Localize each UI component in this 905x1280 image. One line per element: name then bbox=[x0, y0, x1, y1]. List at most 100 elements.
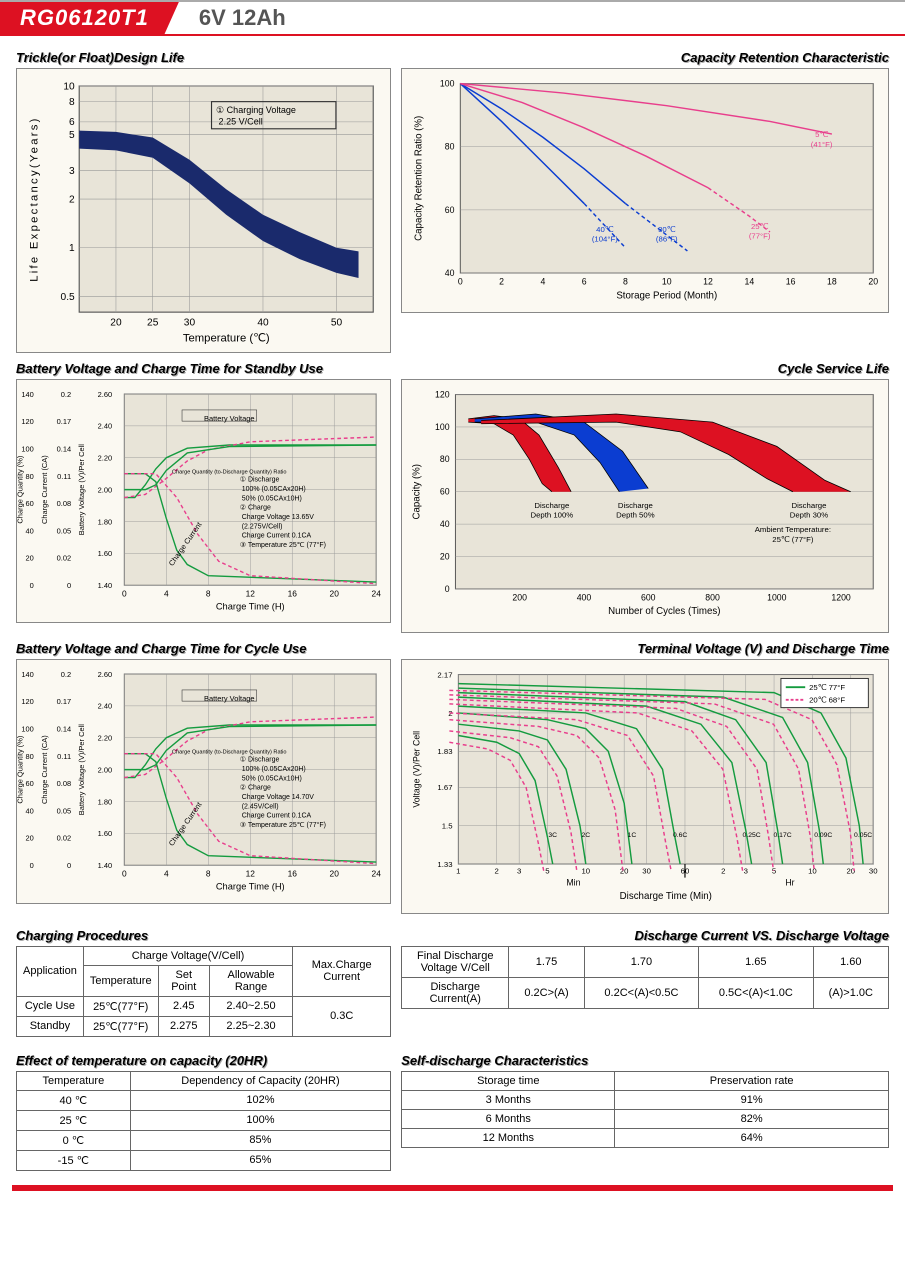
svg-text:40: 40 bbox=[440, 519, 450, 529]
svg-text:Charge Time (H): Charge Time (H) bbox=[216, 882, 285, 892]
svg-text:0.2: 0.2 bbox=[61, 390, 71, 399]
svg-text:2.40: 2.40 bbox=[98, 421, 113, 430]
svg-text:40: 40 bbox=[26, 807, 34, 816]
svg-text:0: 0 bbox=[122, 869, 127, 879]
svg-text:Life Expectancy(Years): Life Expectancy(Years) bbox=[28, 116, 40, 282]
svg-text:2.20: 2.20 bbox=[98, 734, 113, 743]
svg-text:8: 8 bbox=[206, 588, 211, 598]
svg-text:0: 0 bbox=[30, 581, 34, 590]
svg-text:16: 16 bbox=[786, 277, 796, 287]
svg-text:2C: 2C bbox=[582, 832, 591, 839]
svg-text:2.00: 2.00 bbox=[98, 766, 113, 775]
discharge-time-chart: 1.331.51.671.8322.1712351020306023510203… bbox=[402, 660, 888, 913]
chart2-title: Capacity Retention Characteristic bbox=[401, 50, 889, 65]
svg-text:Number of Cycles (Times): Number of Cycles (Times) bbox=[608, 606, 720, 617]
spec: 6V 12Ah bbox=[179, 2, 306, 34]
svg-text:80: 80 bbox=[440, 454, 450, 464]
chart4-title: Cycle Service Life bbox=[401, 361, 889, 376]
svg-text:20: 20 bbox=[110, 318, 122, 329]
svg-text:10: 10 bbox=[582, 867, 591, 876]
svg-text:2: 2 bbox=[495, 867, 499, 876]
svg-text:4: 4 bbox=[164, 588, 169, 598]
svg-text:0.11: 0.11 bbox=[57, 471, 71, 480]
svg-text:400: 400 bbox=[577, 592, 592, 602]
svg-text:2.17: 2.17 bbox=[438, 671, 453, 680]
svg-text:10: 10 bbox=[662, 277, 672, 287]
svg-text:20: 20 bbox=[26, 553, 34, 562]
svg-text:30: 30 bbox=[642, 867, 651, 876]
svg-text:Discharge Time (Min): Discharge Time (Min) bbox=[620, 891, 712, 902]
svg-text:0.05C: 0.05C bbox=[854, 832, 872, 839]
svg-text:18: 18 bbox=[827, 277, 837, 287]
svg-text:60: 60 bbox=[26, 779, 34, 788]
svg-text:100: 100 bbox=[440, 78, 455, 88]
svg-text:0.17: 0.17 bbox=[57, 417, 72, 426]
svg-text:1.40: 1.40 bbox=[98, 581, 113, 590]
svg-text:12: 12 bbox=[703, 277, 713, 287]
svg-text:2: 2 bbox=[721, 867, 725, 876]
svg-text:5: 5 bbox=[69, 130, 75, 141]
svg-text:20℃ 68°F: 20℃ 68°F bbox=[809, 696, 845, 705]
svg-text:0: 0 bbox=[445, 584, 450, 594]
model-badge: RG06120T1 bbox=[0, 2, 179, 34]
svg-text:0.08: 0.08 bbox=[57, 779, 72, 788]
chart3-title: Battery Voltage and Charge Time for Stan… bbox=[16, 361, 391, 376]
svg-text:Charge Current (CA): Charge Current (CA) bbox=[40, 735, 49, 804]
svg-text:80: 80 bbox=[445, 142, 455, 152]
svg-text:16: 16 bbox=[288, 869, 298, 879]
svg-text:40: 40 bbox=[257, 318, 269, 329]
self-discharge-table: Storage timePreservation rate3 Months91%… bbox=[401, 1071, 889, 1148]
svg-text:20: 20 bbox=[26, 834, 34, 843]
svg-text:2.20: 2.20 bbox=[98, 453, 113, 462]
svg-text:Min: Min bbox=[567, 878, 581, 888]
svg-text:2.60: 2.60 bbox=[98, 670, 113, 679]
svg-text:Charge Quantity (%): Charge Quantity (%) bbox=[17, 735, 25, 803]
svg-text:12: 12 bbox=[246, 869, 256, 879]
svg-text:120: 120 bbox=[435, 389, 450, 399]
svg-text:14: 14 bbox=[745, 277, 755, 287]
svg-text:Charge Quantity (to-Discharge: Charge Quantity (to-Discharge Quantity) … bbox=[172, 469, 286, 475]
svg-text:20: 20 bbox=[869, 277, 879, 287]
svg-text:25: 25 bbox=[147, 318, 159, 329]
svg-text:DischargeDepth 30%: DischargeDepth 30% bbox=[790, 501, 829, 520]
svg-text:Voltage (V)/Per Cell: Voltage (V)/Per Cell bbox=[412, 731, 422, 808]
svg-text:50: 50 bbox=[331, 318, 343, 329]
header: RG06120T1 6V 12Ah bbox=[0, 0, 905, 36]
svg-text:20: 20 bbox=[847, 867, 856, 876]
svg-text:1.60: 1.60 bbox=[98, 830, 113, 839]
standby-charge-chart: 0481216202402040608010012014000.020.050.… bbox=[17, 380, 390, 623]
svg-text:0: 0 bbox=[122, 588, 127, 598]
svg-text:1: 1 bbox=[456, 867, 460, 876]
svg-text:0.05: 0.05 bbox=[57, 807, 72, 816]
svg-text:8: 8 bbox=[206, 869, 211, 879]
discharge-voltage-table: Final Discharge Voltage V/Cell1.751.701.… bbox=[401, 946, 889, 1009]
svg-text:100: 100 bbox=[21, 725, 33, 734]
svg-text:0.02: 0.02 bbox=[57, 834, 72, 843]
svg-text:1.5: 1.5 bbox=[442, 822, 453, 831]
svg-text:Battery Voltage: Battery Voltage bbox=[204, 694, 255, 703]
svg-text:30: 30 bbox=[184, 318, 196, 329]
svg-text:60: 60 bbox=[26, 499, 34, 508]
chart1-title: Trickle(or Float)Design Life bbox=[16, 50, 391, 65]
svg-text:4: 4 bbox=[164, 869, 169, 879]
svg-text:1.83: 1.83 bbox=[438, 748, 453, 757]
svg-text:1.40: 1.40 bbox=[98, 861, 113, 870]
svg-text:80: 80 bbox=[26, 471, 34, 480]
svg-text:600: 600 bbox=[641, 592, 656, 602]
svg-text:Charge Quantity (%): Charge Quantity (%) bbox=[17, 455, 25, 523]
svg-text:1200: 1200 bbox=[832, 592, 852, 602]
table4-title: Self-discharge Characteristics bbox=[401, 1053, 889, 1068]
svg-text:Capacity Retention Ratio (%): Capacity Retention Ratio (%) bbox=[414, 116, 425, 241]
svg-text:Temperature (℃): Temperature (℃) bbox=[183, 333, 270, 345]
svg-text:25℃(77°F): 25℃(77°F) bbox=[749, 222, 771, 241]
svg-text:2.00: 2.00 bbox=[98, 485, 113, 494]
chart6-title: Terminal Voltage (V) and Discharge Time bbox=[401, 641, 889, 656]
svg-text:25℃ 77°F: 25℃ 77°F bbox=[809, 683, 845, 692]
svg-text:0.14: 0.14 bbox=[57, 725, 72, 734]
svg-text:800: 800 bbox=[705, 592, 720, 602]
svg-text:12: 12 bbox=[246, 588, 256, 598]
svg-text:120: 120 bbox=[21, 417, 33, 426]
svg-text:0.17C: 0.17C bbox=[774, 832, 792, 839]
svg-text:3: 3 bbox=[517, 867, 521, 876]
svg-text:Charge Time (H): Charge Time (H) bbox=[216, 601, 285, 611]
